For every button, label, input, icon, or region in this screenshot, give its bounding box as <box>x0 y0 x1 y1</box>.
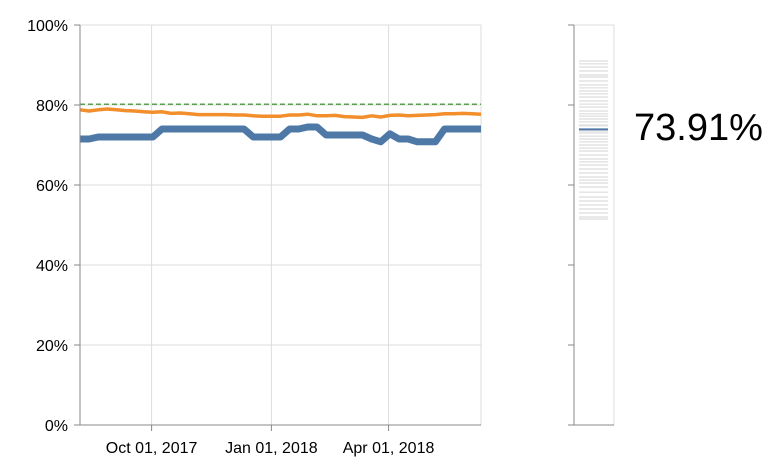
x-tick-label: Apr 01, 2018 <box>343 440 435 457</box>
strip-axes <box>568 24 615 426</box>
grid <box>80 24 482 426</box>
x-tick-label: Jan 01, 2018 <box>225 440 318 457</box>
y-tick-label: 0% <box>45 418 68 435</box>
strip-chart: 73.91% <box>568 24 763 426</box>
series-line-0 <box>80 123 481 146</box>
y-tick-label: 40% <box>36 258 68 275</box>
y-tick-label: 60% <box>36 178 68 195</box>
y-tick-label: 20% <box>36 338 68 355</box>
axes: 0% 20% 40% 60% 80% 100% Oct 01, 2017 Jan 01, 20… <box>27 18 481 457</box>
strip-ticks <box>579 60 608 220</box>
series-group <box>79 107 482 146</box>
series-line-1 <box>79 107 482 120</box>
current-value-label: 73.91% <box>634 107 763 149</box>
x-tick-label: Oct 01, 2017 <box>106 440 198 457</box>
line-chart: 0% 20% 40% 60% 80% 100% Oct 01, 2017 Jan 01, 20… <box>27 18 482 457</box>
y-tick-label: 100% <box>27 18 68 35</box>
y-tick-label: 80% <box>36 98 68 115</box>
